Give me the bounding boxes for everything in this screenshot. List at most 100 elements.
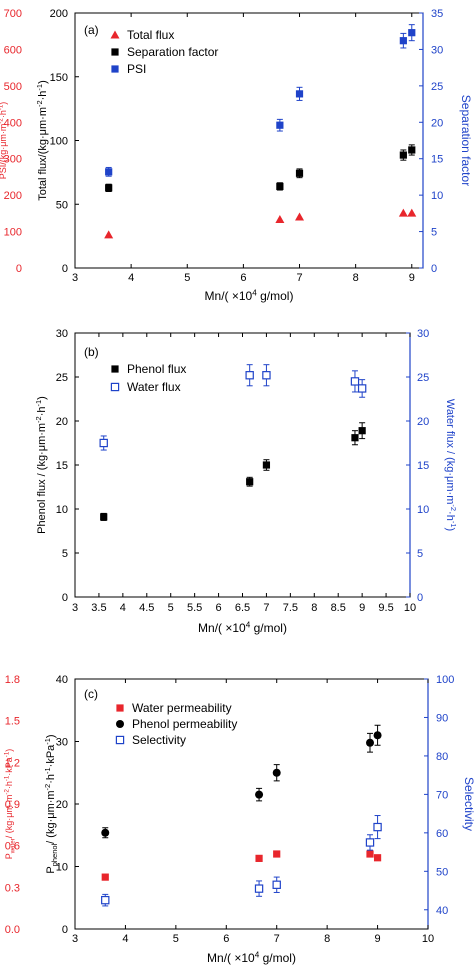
x-tick-label: 8: [311, 602, 317, 614]
right-axis-tick-label: 25: [417, 372, 429, 384]
x-tick-label: 4: [122, 933, 128, 945]
data-point: [273, 850, 281, 858]
data-point: [262, 461, 271, 469]
x-tick-label: 5.5: [187, 602, 202, 614]
data-point: [351, 434, 359, 442]
x-tick-label: 10: [422, 933, 434, 945]
data-point: [357, 384, 367, 393]
left-inner-axis-tick-label: 40: [56, 674, 68, 686]
right-axis-label: Separation factor: [459, 95, 473, 186]
left-inner-axis-tick-label: 30: [56, 737, 68, 749]
x-axis-label: Mn/( ×104 g/mol): [205, 288, 294, 303]
left-outer-axis-tick-label: 0.0: [5, 924, 20, 936]
x-axis-label-part: Mn/( ×10: [205, 289, 253, 303]
right-axis-tick-label: 5: [431, 227, 437, 239]
data-point: [373, 822, 382, 832]
data-point: [408, 29, 416, 37]
left-inner-axis-tick-label: 150: [50, 72, 68, 84]
right-axis-tick-label: 15: [431, 154, 443, 166]
left-inner-axis-label-part: Total flux/(kg·μm·m: [37, 107, 49, 201]
x-axis-label: Mn/( ×104 g/mol): [207, 950, 296, 965]
left-axis-tick-label: 20: [56, 416, 68, 428]
series-water-flux: [99, 364, 367, 451]
left-inner-axis-label-part: -1: [43, 738, 52, 745]
right-axis-label-part: Water flux / (kg·μm·m: [444, 399, 456, 505]
left-outer-axis-label-part: / (kg·μm·m: [4, 795, 14, 839]
right-axis-tick-label: 40: [436, 905, 448, 917]
data-point: [246, 478, 254, 486]
left-inner-axis-label-part: ·kPa: [45, 744, 57, 768]
series-water-permeability: [101, 850, 382, 881]
x-tick-label: 9: [359, 602, 365, 614]
x-tick-label: 5: [168, 602, 174, 614]
legend-marker: [111, 65, 119, 73]
left-outer-axis-label-part: PSI/(kg·μm·m: [0, 124, 8, 180]
x-axis-label-part: g/mol): [257, 289, 294, 303]
x-tick-label: 4.5: [139, 602, 154, 614]
left-outer-axis-label: Pwater/ (kg·μm·m-2·h-1·kPa-1): [4, 749, 17, 860]
left-axis-label-part: -1: [34, 400, 43, 407]
right-axis-tick-label: 0: [431, 263, 437, 275]
data-point: [295, 212, 305, 221]
right-axis-tick-label: 50: [436, 866, 448, 878]
left-axis-tick-label: 5: [62, 548, 68, 560]
series-phenol-flux: [100, 422, 366, 521]
left-inner-axis-label-part: -2: [43, 784, 52, 791]
x-tick-label: 6: [240, 272, 246, 284]
left-inner-axis-label-part: ·h: [37, 91, 49, 101]
x-axis-label-part: Mn/( ×10: [198, 621, 246, 635]
left-outer-axis-label-part: -2: [4, 789, 11, 795]
x-tick-label: 8: [353, 272, 359, 284]
left-inner-axis-label-part: phenol: [50, 843, 59, 866]
data-point: [408, 146, 416, 154]
right-axis-tick-label: 20: [431, 117, 443, 129]
left-outer-axis-tick-label: 400: [4, 117, 22, 129]
right-axis-label-part: -2: [449, 504, 458, 511]
legend-label: Total flux: [127, 28, 174, 42]
right-axis-tick-label: 100: [436, 674, 454, 686]
left-axis-tick-label: 10: [56, 504, 68, 516]
x-tick-label: 8: [324, 933, 330, 945]
data-point: [272, 768, 281, 777]
left-axis-label: Phenol flux / (kg·μm·m-2·h-1): [34, 396, 48, 534]
left-outer-axis-tick-label: 0.6: [5, 841, 20, 853]
data-point: [398, 208, 408, 217]
x-tick-label: 7: [274, 933, 280, 945]
data-point: [276, 121, 284, 129]
left-inner-axis-label-part: ): [45, 734, 57, 738]
data-point: [262, 371, 271, 380]
legend-label: Water flux: [127, 380, 181, 394]
x-tick-label: 3.5: [91, 602, 106, 614]
legend-marker: [111, 365, 119, 373]
legend-label: Phenol flux: [127, 362, 186, 376]
x-tick-label: 6: [223, 933, 229, 945]
x-tick-label: 7: [296, 272, 302, 284]
left-outer-axis-tick-label: 300: [4, 154, 22, 166]
left-axis-label-part: ·h: [36, 407, 48, 417]
legend-marker: [115, 735, 125, 745]
left-outer-axis-label-part: -1: [4, 775, 11, 781]
left-outer-axis-label-part: -1: [0, 104, 5, 110]
data-point: [275, 215, 285, 224]
panel-label: (b): [84, 345, 99, 359]
x-tick-label: 9: [409, 272, 415, 284]
left-inner-axis-tick-label: 50: [56, 199, 68, 211]
left-inner-axis-tick-label: 20: [56, 799, 68, 811]
series-psi: [105, 24, 416, 177]
right-axis-tick-label: 30: [417, 328, 429, 340]
left-inner-axis-label-part: ): [37, 80, 49, 84]
data-point: [272, 880, 281, 889]
right-axis-tick-label: 10: [417, 504, 429, 516]
data-point: [254, 884, 264, 893]
legend-marker: [116, 704, 124, 712]
left-inner-axis-label: Total flux/(kg·μm·m-2·h-1): [35, 80, 49, 201]
left-outer-axis-label-part: ): [4, 749, 14, 752]
data-point: [104, 230, 114, 239]
data-point: [100, 513, 108, 521]
data-point: [373, 854, 382, 862]
x-tick-label: 9.5: [378, 602, 393, 614]
right-axis-label: Selectivity: [462, 777, 474, 831]
left-outer-axis-label-part: ·h: [0, 110, 8, 118]
x-tick-label: 6.5: [235, 602, 250, 614]
